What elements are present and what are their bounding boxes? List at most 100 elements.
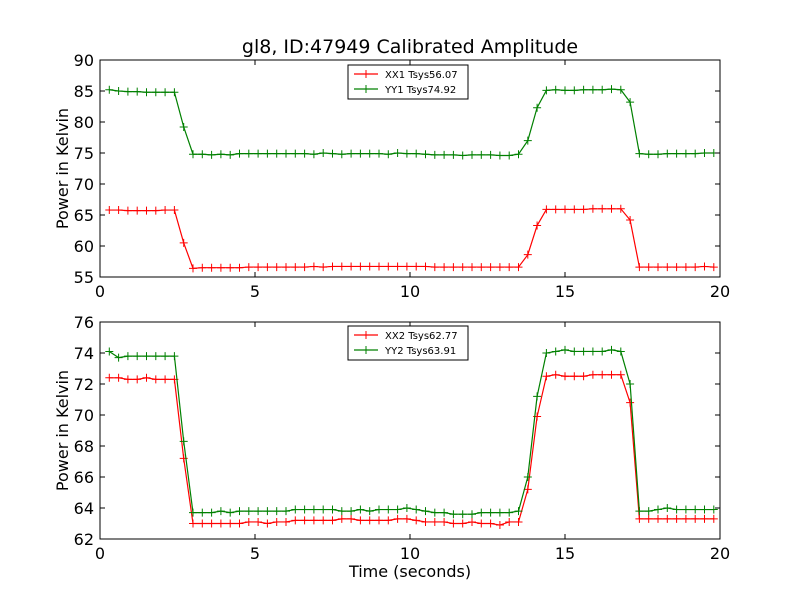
data-point [672, 514, 681, 523]
data-point [440, 517, 449, 526]
data-point [133, 87, 142, 96]
data-point [523, 136, 532, 145]
data-point [514, 507, 523, 516]
data-point [635, 263, 644, 272]
data-point [579, 372, 588, 381]
data-point [170, 206, 179, 215]
x-tick-label: 15 [555, 282, 575, 301]
data-point [579, 85, 588, 94]
y-tick-label: 60 [74, 237, 94, 256]
y-tick-label: 90 [74, 51, 94, 70]
data-point [133, 206, 142, 215]
data-point [598, 370, 607, 379]
data-point [495, 151, 504, 160]
data-point [635, 514, 644, 523]
data-point [291, 505, 300, 514]
data-point [151, 375, 160, 384]
x-tick-label: 15 [555, 544, 575, 563]
data-point [123, 87, 132, 96]
data-point [216, 507, 225, 516]
data-point [300, 505, 309, 514]
data-point [588, 85, 597, 94]
data-point [207, 519, 216, 528]
legend-box [347, 64, 469, 100]
data-point [142, 206, 151, 215]
data-point [151, 206, 160, 215]
data-point [588, 347, 597, 356]
data-point [691, 149, 700, 158]
data-point [254, 517, 263, 526]
data-point [551, 370, 560, 379]
data-point [356, 516, 365, 525]
x-tick-label: 10 [400, 282, 420, 301]
data-point [356, 505, 365, 514]
data-point [216, 263, 225, 272]
data-point [505, 517, 514, 526]
x-tick-label: 10 [400, 544, 420, 563]
data-point [495, 263, 504, 272]
data-point [672, 263, 681, 272]
data-point [272, 263, 281, 272]
data-point [607, 345, 616, 354]
data-point [347, 262, 356, 271]
data-point [337, 514, 346, 523]
data-point [663, 514, 672, 523]
y-tick-label: 65 [74, 206, 94, 225]
y-axis-label: Power in Kelvin [53, 108, 72, 229]
data-point [291, 149, 300, 158]
data-point [272, 517, 281, 526]
data-point [579, 347, 588, 356]
data-point [114, 87, 123, 95]
y-tick-label: 76 [74, 313, 94, 332]
data-point [207, 508, 216, 517]
y-axis-label: Power in Kelvin [53, 370, 72, 491]
data-point [570, 205, 579, 214]
data-point [514, 150, 523, 159]
data-point [709, 263, 718, 272]
data-point [635, 507, 644, 516]
data-point [328, 505, 337, 514]
data-point [375, 262, 383, 271]
data-point [375, 516, 383, 525]
data-point [542, 86, 551, 95]
data-point [486, 508, 495, 517]
data-point [402, 514, 411, 523]
data-point [226, 508, 235, 517]
series-xx1 [105, 204, 718, 273]
data-point [337, 507, 346, 516]
data-point [235, 149, 244, 158]
data-point [402, 262, 411, 271]
data-point [123, 206, 132, 215]
data-point [337, 150, 346, 159]
data-point [189, 264, 197, 273]
data-point [216, 150, 225, 159]
data-point [226, 150, 235, 159]
data-point [244, 149, 253, 158]
data-point [598, 204, 607, 213]
data-point [272, 507, 281, 516]
data-point [412, 262, 421, 271]
data-point [319, 505, 328, 514]
data-point [254, 263, 263, 272]
y-tick-label: 55 [74, 268, 94, 287]
data-point [365, 262, 374, 271]
y-tick-label: 75 [74, 144, 94, 163]
data-point [356, 262, 365, 271]
data-point [700, 262, 709, 271]
data-point [263, 507, 272, 516]
data-point [114, 353, 123, 362]
data-point [151, 352, 160, 361]
data-point [393, 262, 402, 271]
data-point [161, 206, 170, 215]
data-point [505, 151, 514, 160]
data-point [644, 150, 653, 159]
data-point [691, 505, 700, 514]
data-point [282, 263, 290, 272]
data-point [430, 517, 439, 526]
data-point [384, 150, 393, 159]
plot-panel-1: 0 5 10 15 20 55 60 65 70 75 80 85 90 Power in Kelvin X… [53, 51, 730, 301]
data-point [626, 380, 635, 388]
data-point [226, 519, 235, 528]
data-point [189, 508, 197, 517]
data-point [616, 370, 625, 379]
